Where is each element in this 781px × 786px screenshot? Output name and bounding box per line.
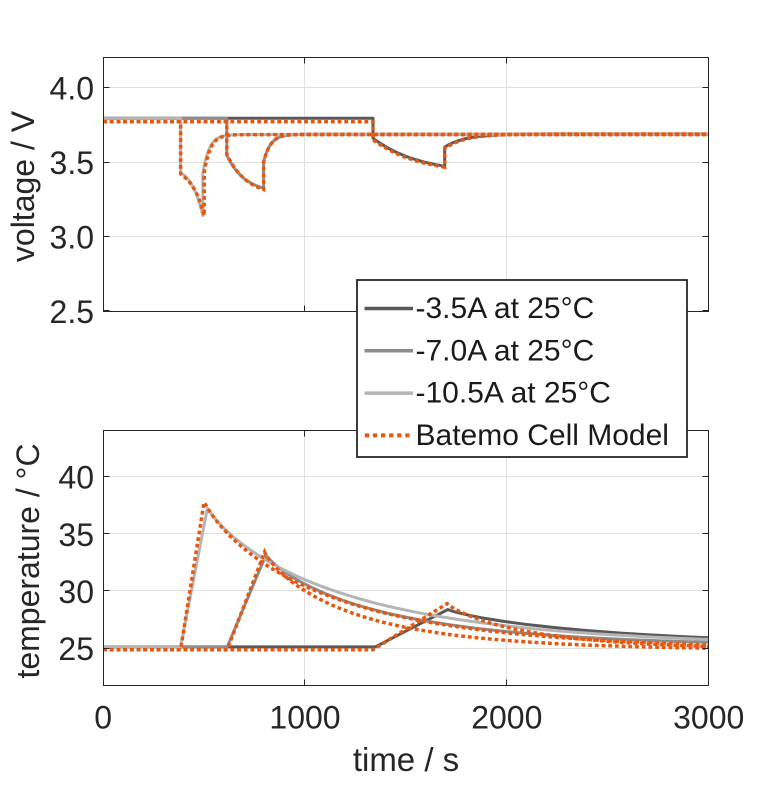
svg-text:-3.5A at 25°C: -3.5A at 25°C [416,292,595,325]
svg-text:time / s: time / s [353,741,459,778]
svg-text:30: 30 [58,574,94,610]
svg-text:3000: 3000 [673,700,744,736]
svg-text:0: 0 [94,700,112,736]
svg-text:4.0: 4.0 [50,71,94,107]
svg-text:40: 40 [58,460,94,496]
svg-text:1000: 1000 [269,700,340,736]
svg-text:3.5: 3.5 [50,145,94,181]
svg-text:Batemo Cell Model: Batemo Cell Model [416,419,669,452]
svg-text:2000: 2000 [471,700,542,736]
svg-text:-7.0A at 25°C: -7.0A at 25°C [416,334,595,367]
svg-text:voltage / V: voltage / V [5,110,41,262]
svg-text:-10.5A at 25°C: -10.5A at 25°C [416,377,611,410]
svg-text:3.0: 3.0 [50,220,94,256]
svg-text:temperature / °C: temperature / °C [10,443,46,678]
svg-text:35: 35 [58,517,94,553]
svg-text:2.5: 2.5 [50,294,94,330]
svg-text:25: 25 [58,631,94,667]
